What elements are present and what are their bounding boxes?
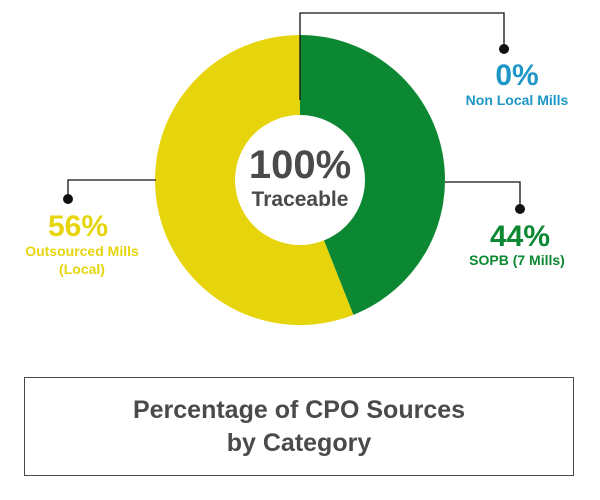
caption-box: Percentage of CPO Sources by Category bbox=[24, 377, 574, 476]
center-value: 100% bbox=[249, 143, 351, 187]
slice-label-value-outsourced: 56% bbox=[48, 210, 108, 243]
leader-line-1 bbox=[445, 181, 521, 209]
leader-line-2 bbox=[67, 179, 156, 199]
slice-label-value-sopb: 44% bbox=[490, 220, 550, 253]
slice-label-value-non-local: 0% bbox=[495, 59, 538, 92]
slice-label-name-non-local: Non Local Mills bbox=[466, 92, 569, 108]
leader-line-0 bbox=[299, 12, 505, 100]
slice-label-name-sopb: SOPB (7 Mills) bbox=[469, 252, 565, 268]
leader-dot-1 bbox=[515, 204, 525, 214]
center-label: Traceable bbox=[252, 188, 349, 211]
leader-lines bbox=[63, 12, 525, 214]
chart-caption: Percentage of CPO Sources by Category bbox=[132, 395, 466, 457]
pie-slice-1 bbox=[300, 35, 446, 315]
donut-hole bbox=[235, 115, 365, 245]
slice-label-name-outsourced: Outsourced Mills (Local) bbox=[25, 243, 139, 277]
leader-dot-2 bbox=[63, 194, 73, 204]
donut-chart: 100% Traceable 0% Non Local Mills 44% SO… bbox=[25, 12, 569, 325]
leader-dot-0 bbox=[499, 44, 509, 54]
